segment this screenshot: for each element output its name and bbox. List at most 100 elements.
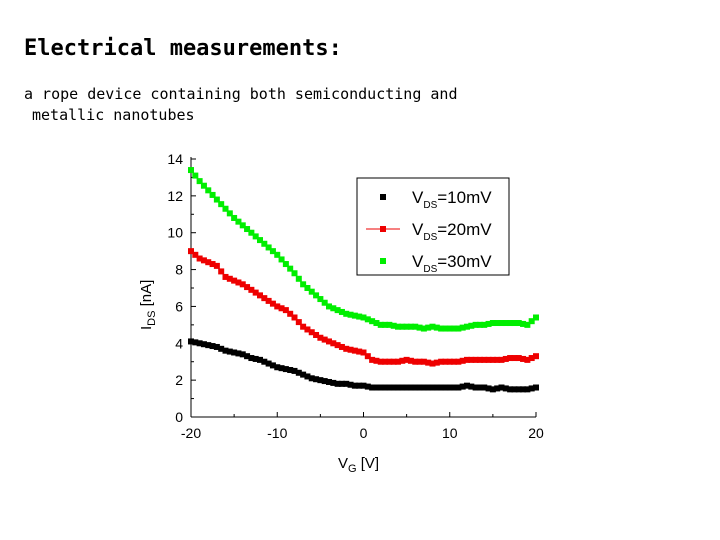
data-point-series-3: [308, 288, 315, 295]
data-point-series-2: [515, 355, 522, 362]
data-point-series-1: [511, 386, 518, 393]
legend-marker-series-2: [380, 226, 386, 232]
data-point-series-2: [317, 334, 324, 341]
data-point-series-2: [412, 358, 419, 365]
data-point-series-1: [282, 366, 289, 373]
data-point-series-1: [515, 386, 522, 393]
data-point-series-1: [274, 364, 281, 371]
data-point-series-1: [489, 386, 496, 393]
data-point-series-1: [261, 358, 268, 365]
data-point-series-1: [481, 384, 488, 391]
data-point-series-3: [257, 237, 263, 244]
data-point-series-1: [373, 384, 380, 391]
data-point-series-1: [502, 385, 509, 392]
data-point-series-1: [252, 355, 259, 362]
data-point-series-1: [244, 353, 251, 360]
data-point-series-1: [524, 386, 531, 393]
data-point-series-1: [317, 377, 324, 384]
data-point-series-1: [235, 350, 242, 357]
data-point-series-1: [364, 383, 371, 390]
data-point-series-2: [407, 357, 414, 364]
data-point-series-3: [338, 308, 345, 315]
data-point-series-3: [330, 305, 337, 312]
data-point-series-2: [261, 295, 268, 302]
data-point-series-2: [498, 356, 505, 363]
data-point-series-3: [476, 321, 483, 328]
data-point-series-1: [226, 348, 233, 355]
x-tick-label: 20: [528, 425, 544, 441]
data-point-series-3: [343, 310, 350, 317]
data-point-series-1: [520, 386, 527, 393]
data-point-series-2: [200, 257, 207, 264]
data-point-series-1: [269, 362, 276, 369]
data-point-series-3: [399, 323, 406, 330]
data-point-series-2: [369, 356, 376, 363]
data-point-series-1: [231, 349, 238, 356]
data-point-series-2: [351, 347, 358, 354]
y-tick-label: 14: [167, 151, 183, 167]
data-point-series-3: [511, 320, 518, 327]
data-point-series-3: [420, 325, 427, 332]
data-point-series-2: [343, 345, 350, 352]
slide-subtitle: a rope device containing both semiconduc…: [24, 84, 544, 126]
data-point-series-3: [485, 320, 492, 327]
data-point-series-2: [459, 357, 466, 364]
data-point-series-3: [295, 275, 302, 282]
data-point-series-2: [382, 358, 389, 365]
data-point-series-2: [395, 358, 401, 365]
data-point-series-1: [291, 367, 298, 374]
data-point-series-1: [192, 339, 199, 346]
data-point-series-2: [524, 356, 531, 363]
data-point-series-2: [192, 251, 199, 258]
data-point-series-1: [188, 338, 194, 345]
data-point-series-3: [446, 325, 453, 332]
legend-marker-series-1: [380, 194, 386, 200]
data-point-series-2: [511, 355, 518, 362]
data-point-series-3: [395, 323, 401, 330]
slide-title: Electrical measurements:: [24, 36, 342, 61]
data-point-series-3: [188, 167, 194, 174]
data-point-series-1: [248, 355, 255, 362]
data-point-series-2: [489, 356, 496, 363]
data-point-series-2: [269, 300, 276, 307]
data-point-series-1: [313, 376, 320, 383]
data-point-series-1: [265, 360, 272, 367]
data-point-series-1: [407, 384, 414, 391]
data-point-series-2: [455, 358, 462, 365]
data-point-series-2: [485, 356, 492, 363]
data-point-series-1: [205, 342, 212, 349]
data-point-series-3: [300, 281, 307, 288]
data-point-series-3: [369, 318, 376, 325]
data-point-series-3: [520, 320, 527, 327]
data-point-series-2: [222, 273, 229, 280]
data-point-series-3: [274, 251, 281, 258]
data-point-series-2: [438, 358, 445, 365]
data-point-series-1: [425, 384, 432, 391]
data-point-series-2: [265, 297, 272, 304]
data-point-series-1: [200, 341, 207, 348]
data-point-series-1: [257, 356, 263, 363]
data-point-series-1: [209, 343, 216, 350]
data-point-series-2: [403, 356, 410, 363]
data-point-series-2: [507, 355, 514, 362]
data-point-series-3: [451, 325, 458, 332]
data-point-series-3: [502, 320, 509, 327]
data-point-series-2: [291, 314, 298, 321]
y-tick-label: 0: [175, 409, 183, 425]
data-point-series-3: [507, 320, 514, 327]
data-point-series-2: [533, 353, 539, 360]
data-point-series-1: [356, 382, 363, 389]
data-point-series-2: [373, 357, 380, 364]
data-point-series-1: [326, 378, 332, 385]
data-point-series-2: [213, 262, 220, 269]
data-point-series-1: [399, 384, 406, 391]
y-tick-label: 8: [175, 262, 183, 278]
data-point-series-2: [360, 349, 367, 356]
y-tick-label: 4: [175, 335, 183, 351]
data-point-series-1: [287, 367, 294, 374]
data-point-series-3: [429, 323, 436, 330]
data-point-series-3: [334, 307, 341, 314]
data-point-series-3: [481, 321, 488, 328]
data-point-series-3: [524, 321, 531, 328]
data-point-series-3: [239, 222, 246, 229]
